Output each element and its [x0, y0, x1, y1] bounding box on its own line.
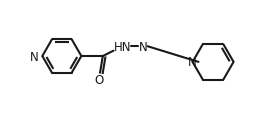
Text: O: O [94, 73, 104, 86]
Text: N: N [188, 56, 197, 69]
Text: N: N [138, 40, 147, 53]
Text: HN: HN [114, 40, 131, 53]
Text: N: N [30, 50, 38, 63]
